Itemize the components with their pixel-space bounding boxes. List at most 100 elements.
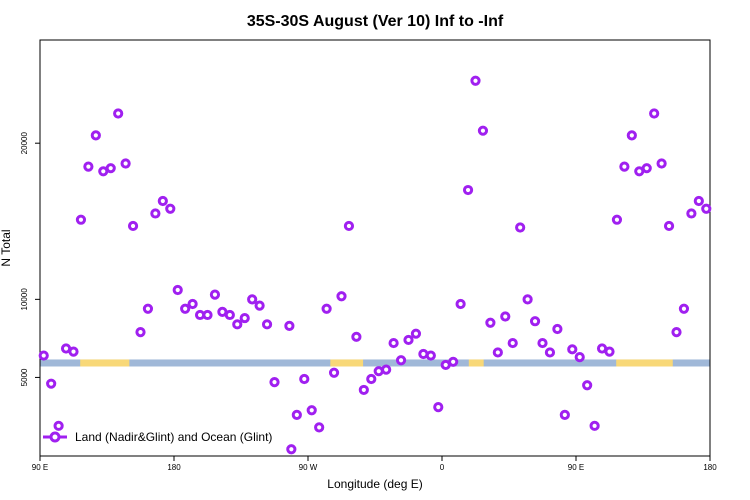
data-point xyxy=(127,220,139,232)
data-point xyxy=(68,346,79,357)
data-point xyxy=(462,184,474,196)
data-point xyxy=(232,319,243,330)
data-point xyxy=(187,298,198,310)
data-point xyxy=(336,291,347,302)
data-point xyxy=(269,377,280,388)
x-tick-label: 180 xyxy=(167,463,181,472)
data-point xyxy=(626,130,637,141)
data-point xyxy=(589,420,600,431)
data-point xyxy=(507,337,518,349)
data-point xyxy=(492,347,503,358)
data-point xyxy=(395,355,407,366)
data-point xyxy=(433,401,444,413)
data-point xyxy=(649,108,660,119)
data-point xyxy=(604,346,615,357)
data-point xyxy=(582,380,593,391)
data-point xyxy=(90,130,101,141)
surface-strip xyxy=(40,359,710,367)
data-point xyxy=(343,220,355,232)
data-point xyxy=(693,195,704,207)
data-point xyxy=(261,319,273,330)
data-point xyxy=(448,356,459,367)
data-point xyxy=(180,303,191,314)
data-point xyxy=(619,161,630,172)
data-point xyxy=(286,444,297,455)
data-point xyxy=(515,222,526,233)
data-point xyxy=(641,163,652,174)
y-tick-label: 10000 xyxy=(20,288,29,311)
data-point xyxy=(544,347,556,358)
legend: Land (Nadir&Glint) and Ocean (Glint) xyxy=(43,430,272,444)
land-band xyxy=(616,359,673,367)
x-tick-label: 90 W xyxy=(299,463,318,472)
ocean-band xyxy=(40,359,710,367)
y-tick-label: 20000 xyxy=(20,132,29,155)
x-axis-label: Longitude (deg E) xyxy=(327,477,422,491)
data-point xyxy=(150,208,161,219)
data-point xyxy=(254,300,265,311)
data-point xyxy=(410,328,422,339)
data-point xyxy=(686,208,697,219)
y-tick-label: 5000 xyxy=(20,368,29,386)
data-point xyxy=(611,214,623,225)
data-point xyxy=(321,303,332,314)
data-point xyxy=(306,405,317,416)
data-point xyxy=(552,323,563,335)
data-point xyxy=(247,294,258,305)
data-point xyxy=(455,298,466,310)
data-point xyxy=(485,317,496,328)
chart-title: 35S-30S August (Ver 10) Inf to -Inf xyxy=(247,13,504,30)
data-point xyxy=(678,303,690,314)
data-point xyxy=(224,309,235,321)
data-point xyxy=(425,350,436,361)
data-point xyxy=(537,337,548,349)
land-band xyxy=(468,359,484,367)
data-point xyxy=(366,373,377,385)
x-tick-label: 90 E xyxy=(568,463,584,472)
data-point xyxy=(202,309,213,321)
data-point xyxy=(500,311,511,322)
data-point xyxy=(46,378,57,389)
data-point xyxy=(172,284,183,296)
data-point xyxy=(328,367,340,378)
y-axis-label: N Total xyxy=(0,229,13,266)
land-band xyxy=(80,359,130,367)
data-point xyxy=(209,289,221,300)
data-point xyxy=(574,352,585,363)
x-tick-label: 90 E xyxy=(32,463,48,472)
data-point xyxy=(75,214,87,225)
data-point xyxy=(38,350,49,361)
legend-marker xyxy=(49,431,61,443)
data-point xyxy=(83,161,94,172)
data-point xyxy=(529,316,541,327)
data-point xyxy=(358,384,369,396)
data-point xyxy=(388,337,399,349)
data-point xyxy=(120,158,131,169)
data-point xyxy=(142,303,154,314)
data-point xyxy=(470,75,481,86)
data-point xyxy=(701,203,712,214)
data-point xyxy=(671,327,682,338)
data-point xyxy=(157,195,168,207)
land-band xyxy=(330,359,364,367)
data-point xyxy=(105,163,116,174)
data-point xyxy=(314,422,325,433)
data-point xyxy=(477,125,489,136)
data-point xyxy=(656,158,667,169)
data-points xyxy=(38,75,712,455)
data-point xyxy=(113,108,124,119)
data-point xyxy=(567,344,578,355)
data-point xyxy=(381,364,392,375)
x-axis: 90 E 180 90 W 0 90 E 180 xyxy=(32,456,717,472)
data-point xyxy=(53,420,64,431)
data-point xyxy=(135,327,146,338)
data-point xyxy=(522,294,533,305)
x-tick-label: 0 xyxy=(440,463,445,472)
x-tick-label: 180 xyxy=(703,463,717,472)
data-point xyxy=(284,320,295,331)
data-point xyxy=(351,331,362,342)
data-point xyxy=(559,409,570,420)
data-point xyxy=(239,312,250,324)
